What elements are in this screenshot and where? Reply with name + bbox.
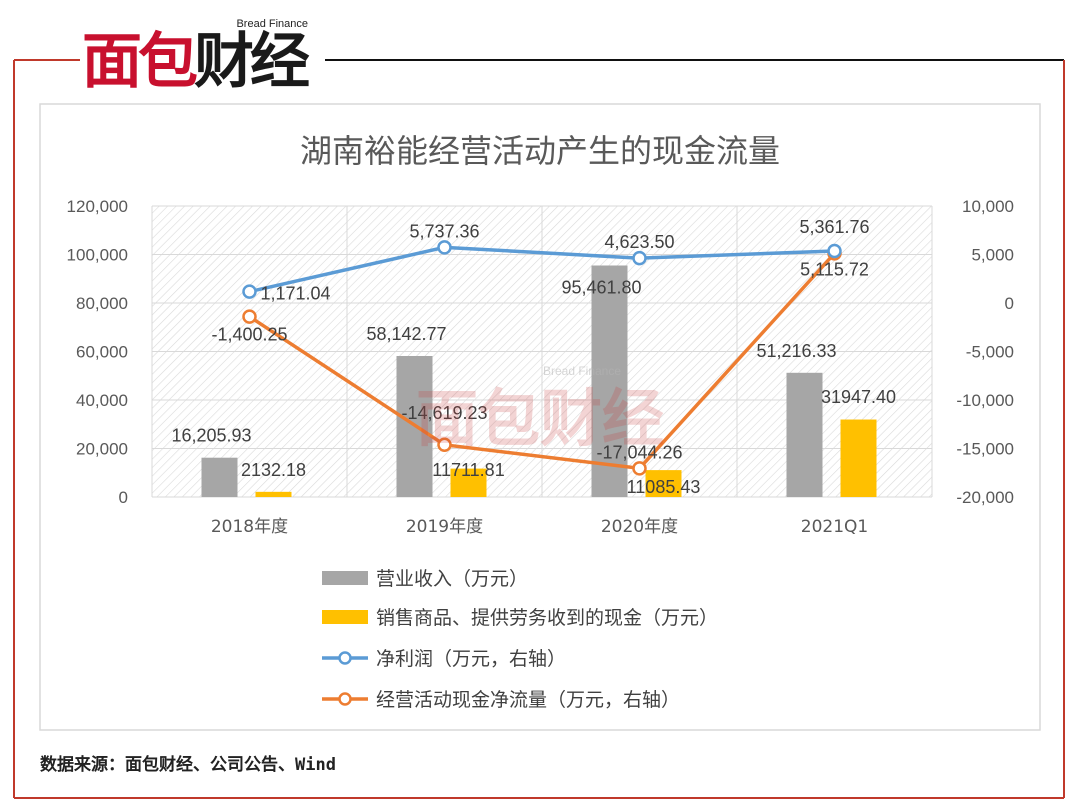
logo-chinese-black: 财经 — [194, 27, 310, 97]
cash-received-data-label: 11085.43 — [627, 477, 701, 497]
net-profit-data-label: 1,171.04 — [260, 284, 330, 304]
y-left-tick-label: 0 — [119, 488, 128, 507]
y-left-tick-label: 120,000 — [67, 197, 128, 216]
net-profit-point — [632, 250, 647, 266]
y-right-tick-label: -20,000 — [956, 488, 1014, 507]
revenue-bar — [201, 457, 238, 497]
legend-label: 销售商品、提供劳务收到的现金（万元） — [376, 607, 718, 629]
y-right-tick-label: -5,000 — [966, 343, 1014, 362]
y-left-tick-label: 40,000 — [76, 391, 128, 410]
net-profit-data-label: 5,361.76 — [799, 217, 869, 237]
logo-english: Bread Finance — [236, 18, 308, 30]
watermark-chinese: 面包财经 — [416, 382, 664, 455]
y-right-tick-label: 10,000 — [962, 197, 1014, 216]
operating-cashflow-data-label: 5,115.72 — [800, 259, 869, 279]
y-left-tick-label: 20,000 — [76, 440, 128, 459]
x-tick-label: 2020年度 — [601, 517, 678, 537]
y-right-tick-label: -15,000 — [956, 440, 1014, 459]
revenue-bar — [786, 372, 823, 497]
logo-chinese-red: 面包 — [82, 27, 198, 97]
brand-logo: Bread Finance 面包财经 — [80, 14, 330, 98]
cash-received-data-label: 2132.18 — [241, 460, 306, 480]
revenue-data-label: 95,461.80 — [561, 278, 641, 298]
net-profit-point — [242, 284, 257, 299]
operating-cashflow-point — [437, 437, 452, 453]
operating-cashflow-point — [242, 309, 257, 324]
operating-cashflow-data-label: -17,044.26 — [596, 442, 682, 462]
legend-swatch — [322, 571, 368, 585]
cash-received-bar — [645, 470, 682, 497]
x-tick-label: 2021Q1 — [801, 517, 868, 537]
watermark-english: Bread Finance — [543, 364, 621, 378]
x-tick-label: 2019年度 — [406, 517, 483, 537]
y-left-tick-label: 60,000 — [76, 343, 128, 362]
chart-title: 湖南裕能经营活动产生的现金流量 — [300, 132, 780, 170]
legend-swatch — [322, 610, 368, 624]
legend-label: 净利润（万元，右轴） — [376, 648, 566, 670]
revenue-data-label: 58,142.77 — [366, 324, 446, 344]
y-right-tick-label: 5,000 — [971, 246, 1014, 265]
revenue-data-label: 51,216.33 — [756, 341, 836, 361]
operating-cashflow-data-label: -1,400.25 — [211, 325, 287, 345]
y-left-tick-label: 80,000 — [76, 294, 128, 313]
source-note: 数据来源：面包财经、公司公告、Wind — [40, 755, 336, 775]
legend-marker — [338, 651, 352, 665]
cash-received-data-label: 11711.81 — [432, 460, 504, 480]
y-right-tick-label: -10,000 — [956, 391, 1014, 410]
cash-received-bar — [840, 419, 877, 497]
net-profit-line — [249, 245, 835, 294]
net-profit-point — [827, 243, 842, 259]
operating-cashflow-data-label: -14,619.23 — [401, 403, 487, 423]
net-profit-point — [437, 240, 452, 255]
operating-cashflow-line — [248, 252, 836, 471]
operating-cashflow-point — [632, 461, 647, 476]
net-profit-data-label: 5,737.36 — [409, 221, 479, 241]
revenue-bar — [591, 265, 628, 497]
x-tick-label: 2018年度 — [211, 517, 288, 537]
cash-received-bar — [450, 468, 487, 497]
net-profit-data-label: 4,623.50 — [604, 232, 674, 252]
logo-chinese: 面包财经 — [82, 32, 310, 92]
cash-received-bar — [255, 491, 292, 497]
legend-label: 经营活动现金净流量（万元，右轴） — [376, 689, 680, 711]
y-right-tick-label: 0 — [1005, 294, 1014, 313]
legend-marker — [338, 692, 352, 706]
cash-received-data-label: 31947.40 — [821, 387, 896, 407]
revenue-data-label: 16,205.93 — [171, 426, 251, 446]
y-left-tick-label: 100,000 — [67, 246, 128, 265]
legend-label: 营业收入（万元） — [376, 568, 528, 590]
